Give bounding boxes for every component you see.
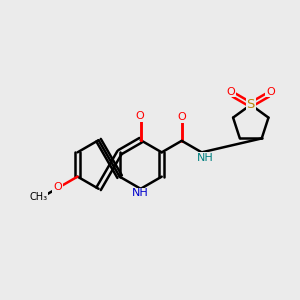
Text: CH₃: CH₃: [29, 192, 47, 202]
Text: O: O: [266, 86, 275, 97]
Text: NH: NH: [132, 188, 149, 199]
Text: O: O: [53, 182, 62, 192]
Text: O: O: [177, 112, 186, 122]
Text: NH: NH: [197, 153, 214, 163]
Text: O: O: [227, 86, 236, 97]
Text: O: O: [135, 111, 144, 121]
Text: S: S: [247, 98, 255, 111]
